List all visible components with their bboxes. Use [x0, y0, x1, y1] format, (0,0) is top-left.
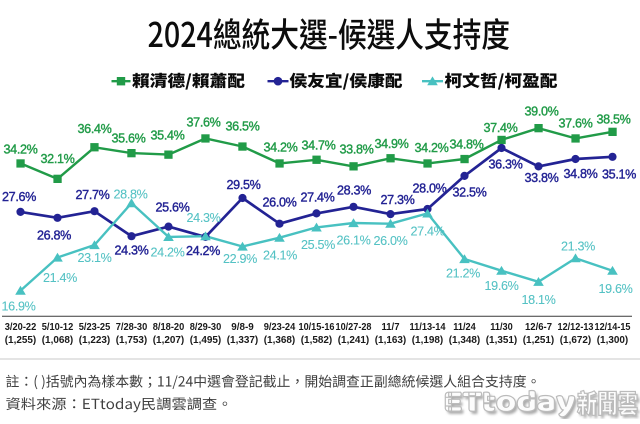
svg-text:7/28-30: 7/28-30: [116, 322, 148, 333]
svg-text:19.6%: 19.6%: [485, 279, 519, 293]
svg-text:27.4%: 27.4%: [301, 190, 335, 204]
svg-text:(1,582): (1,582): [301, 335, 333, 346]
svg-text:33.8%: 33.8%: [340, 142, 374, 156]
svg-text:11/13-14: 11/13-14: [410, 322, 446, 333]
svg-text:18.1%: 18.1%: [522, 293, 556, 307]
svg-text:36.3%: 36.3%: [489, 157, 523, 171]
svg-text:27.7%: 27.7%: [76, 188, 110, 202]
svg-text:35.6%: 35.6%: [112, 132, 146, 146]
svg-text:36.4%: 36.4%: [78, 122, 112, 136]
svg-text:19.6%: 19.6%: [599, 282, 633, 296]
svg-text:37.4%: 37.4%: [484, 121, 518, 135]
svg-text:32.5%: 32.5%: [453, 186, 487, 200]
svg-text:10/15-16: 10/15-16: [299, 322, 335, 333]
svg-text:34.2%: 34.2%: [4, 142, 38, 156]
svg-text:24.1%: 24.1%: [263, 249, 297, 263]
svg-text:(1,068): (1,068): [42, 335, 74, 346]
svg-text:(1,351): (1,351): [486, 335, 518, 346]
svg-text:(1,300): (1,300): [597, 335, 629, 346]
svg-text:23.1%: 23.1%: [78, 251, 112, 265]
svg-text:5/10-12: 5/10-12: [42, 322, 74, 333]
svg-text:26.1%: 26.1%: [337, 234, 371, 248]
svg-text:39.0%: 39.0%: [525, 105, 559, 119]
svg-text:12/12-13: 12/12-13: [558, 322, 594, 333]
svg-text:28.0%: 28.0%: [413, 182, 447, 196]
svg-text:35.4%: 35.4%: [151, 129, 185, 143]
svg-text:5/23-25: 5/23-25: [79, 322, 111, 333]
svg-text:28.3%: 28.3%: [337, 183, 371, 197]
svg-text:35.1%: 35.1%: [602, 167, 636, 181]
svg-text:21.4%: 21.4%: [43, 271, 77, 285]
svg-text:24.2%: 24.2%: [186, 244, 220, 258]
svg-text:27.4%: 27.4%: [411, 225, 445, 239]
svg-text:21.2%: 21.2%: [446, 267, 480, 281]
svg-text:27.6%: 27.6%: [2, 190, 36, 204]
svg-text:25.5%: 25.5%: [301, 238, 335, 252]
svg-text:12/14-15: 12/14-15: [595, 322, 631, 333]
svg-text:(1,368): (1,368): [264, 335, 296, 346]
svg-text:34.2%: 34.2%: [264, 140, 298, 154]
svg-text:(1,495): (1,495): [190, 335, 222, 346]
svg-text:28.8%: 28.8%: [114, 188, 148, 202]
svg-text:26.8%: 26.8%: [37, 229, 71, 243]
svg-text:29.5%: 29.5%: [227, 178, 261, 192]
svg-text:9/8-9: 9/8-9: [231, 322, 254, 333]
svg-text:21.3%: 21.3%: [561, 240, 595, 254]
svg-text:26.0%: 26.0%: [263, 196, 297, 210]
svg-text:(1,223): (1,223): [79, 335, 111, 346]
svg-text:(1,241): (1,241): [338, 335, 370, 346]
svg-text:25.6%: 25.6%: [156, 200, 190, 214]
svg-text:24.3%: 24.3%: [115, 244, 149, 258]
svg-text:11/30: 11/30: [490, 322, 513, 333]
svg-text:37.6%: 37.6%: [559, 116, 593, 130]
svg-text:22.9%: 22.9%: [223, 252, 257, 266]
svg-text:(1,753): (1,753): [116, 335, 148, 346]
svg-text:38.5%: 38.5%: [597, 112, 631, 126]
svg-text:(1,251): (1,251): [523, 335, 555, 346]
svg-text:(1,348): (1,348): [449, 335, 481, 346]
svg-text:8/29-30: 8/29-30: [190, 322, 222, 333]
svg-text:34.2%: 34.2%: [415, 141, 449, 155]
svg-text:34.8%: 34.8%: [450, 138, 484, 152]
svg-text:(1,163): (1,163): [375, 335, 407, 346]
svg-text:24.2%: 24.2%: [151, 245, 185, 259]
svg-text:10/27-28: 10/27-28: [336, 322, 372, 333]
svg-text:26.0%: 26.0%: [374, 234, 408, 248]
svg-text:32.1%: 32.1%: [41, 152, 75, 166]
svg-text:33.8%: 33.8%: [525, 171, 559, 185]
svg-text:(1,255): (1,255): [5, 335, 37, 346]
svg-text:34.9%: 34.9%: [375, 137, 409, 151]
svg-text:16.9%: 16.9%: [2, 300, 36, 314]
svg-text:11/7: 11/7: [382, 322, 400, 333]
svg-text:8/18-20: 8/18-20: [153, 322, 185, 333]
svg-text:37.6%: 37.6%: [187, 115, 221, 129]
svg-text:24.3%: 24.3%: [187, 211, 221, 225]
svg-text:3/20-22: 3/20-22: [5, 322, 37, 333]
svg-text:11/24: 11/24: [453, 322, 476, 333]
svg-text:(1,198): (1,198): [412, 335, 444, 346]
svg-text:34.8%: 34.8%: [564, 167, 598, 181]
svg-text:12/6-7: 12/6-7: [525, 322, 552, 333]
svg-text:36.5%: 36.5%: [226, 120, 260, 134]
svg-text:(1,207): (1,207): [153, 335, 185, 346]
svg-text:34.7%: 34.7%: [302, 138, 336, 152]
svg-text:27.3%: 27.3%: [381, 193, 415, 207]
svg-text:(1,337): (1,337): [227, 335, 259, 346]
svg-text:(1,672): (1,672): [560, 335, 592, 346]
svg-text:9/23-24: 9/23-24: [264, 322, 296, 333]
